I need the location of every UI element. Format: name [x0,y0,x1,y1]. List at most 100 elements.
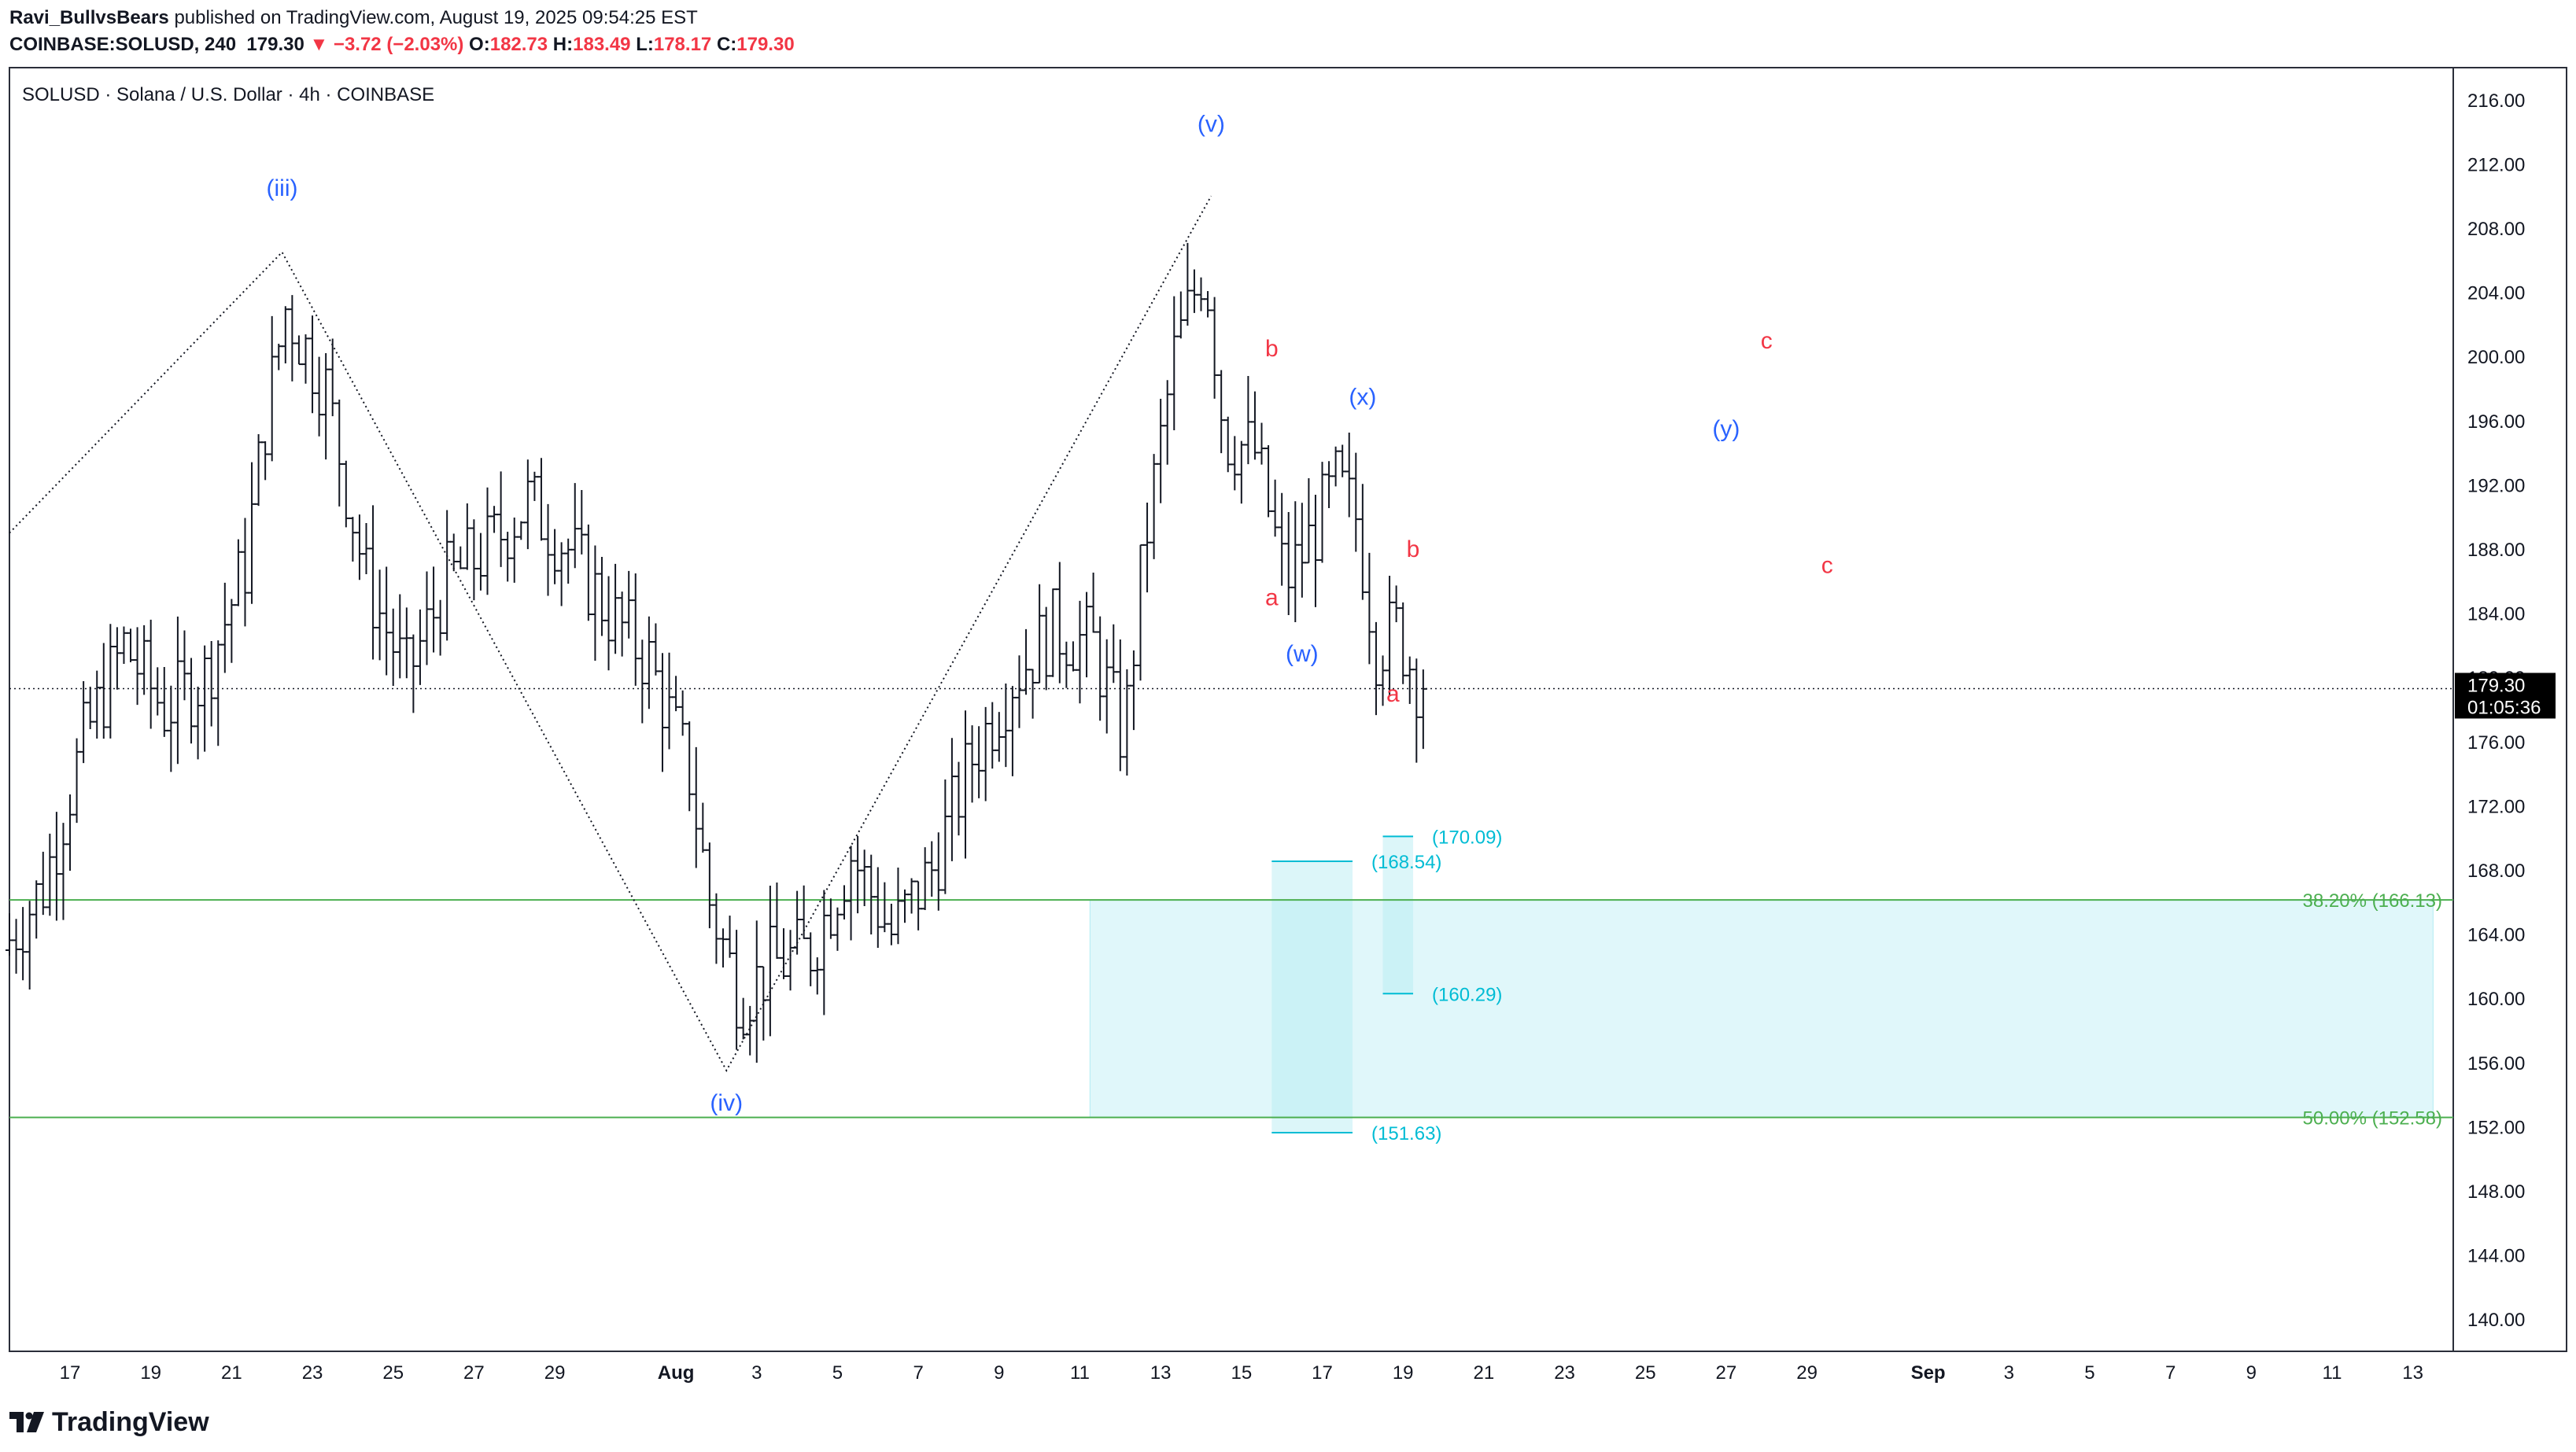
ohlc-bar [1264,444,1273,518]
y-tick-label: 144.00 [2467,1246,2525,1267]
fib-level-label-1: 50.00% (152.58) [2303,1108,2442,1130]
ohlc-bar [604,576,613,671]
wave-label-6[interactable]: a [1265,584,1279,610]
ohlc-bar [369,505,378,660]
ohlc-bar [248,462,256,604]
ohlc-bar [1412,658,1421,763]
ohlc-bar [1163,380,1172,465]
ohlc-bar [517,521,526,540]
wave-label-7[interactable]: b [1265,336,1279,362]
current-price-value: 179.30 [2467,675,2525,696]
wave-label-0[interactable]: (iii) [267,175,298,201]
ohlc-bar [1338,444,1347,477]
wave-label-11[interactable]: c [1821,553,1833,579]
ohlc-bar [718,928,727,968]
ohlc-bar [1352,452,1360,552]
wave-label-9[interactable]: b [1407,536,1420,562]
x-tick-label: 25 [1635,1362,1656,1384]
ohlc-bar [947,738,956,861]
ohlc-bar [133,627,142,706]
x-tick-label: 7 [2165,1362,2176,1384]
ohlc-bar [928,841,936,897]
ohlc-bar [625,570,633,639]
ohlc-bar [1405,656,1414,704]
ohlc-bar [1331,446,1340,487]
ohlc-bar [234,539,242,606]
wave-label-1[interactable]: (iv) [710,1090,743,1116]
x-tick-label: 5 [832,1362,843,1384]
ohlc-bar [146,619,155,729]
y-tick-label: 216.00 [2467,90,2525,112]
ohlc-bar [968,725,976,803]
high-label: H: [552,34,574,55]
target-label-2: (160.29) [1432,984,1502,1005]
ohlc-bar [241,518,249,627]
ohlc-bar [1318,462,1327,563]
ohlc-bar [180,630,189,701]
wave-label-2[interactable]: (v) [1198,112,1225,138]
ohlc-bar [1008,686,1017,776]
ohlc-bar [692,746,700,868]
change-arrow-icon: ▼ [309,34,329,55]
bar-countdown: 01:05:36 [2467,697,2541,718]
ohlc-bar [1170,296,1179,431]
target-label-1: (168.54) [1371,852,1441,873]
close-label: C: [716,34,737,55]
tradingview-logo[interactable]: TradingView [9,1406,209,1438]
ohlc-bar [268,315,276,462]
ohlc-bar [1204,291,1212,318]
ohlc-bar [315,356,323,437]
ohlc-bar [355,514,364,580]
x-tick-label: 23 [1554,1362,1575,1384]
ohlc-bar [975,726,984,798]
open-value: 182.73 [489,34,548,55]
x-tick-label: 5 [2084,1362,2094,1384]
y-tick-label: 192.00 [2467,475,2525,496]
publish-line: Ravi_BullvsBears published on TradingVie… [9,6,698,30]
close-value: 179.30 [736,34,795,55]
target-label-3: (151.63) [1371,1123,1441,1144]
ohlc-bar [288,295,297,381]
wave-label-4[interactable]: (x) [1349,384,1376,410]
wave-label-5[interactable]: (y) [1712,416,1740,442]
ohlc-bar [995,712,1003,762]
wave-label-8[interactable]: a [1386,681,1400,707]
ohlc-bar [1257,422,1266,465]
ohlc-bar [901,889,910,923]
ohlc-bar [335,399,344,507]
x-tick-label: 3 [2004,1362,2014,1384]
ohlc-bar [389,608,397,687]
ohlc-bar [490,506,499,533]
ohlc-bar [382,566,391,676]
ohlc-bar [281,306,290,363]
ohlc-bar [409,634,418,713]
ohlc-bar [187,658,196,744]
y-tick-label: 196.00 [2467,411,2525,433]
wave-label-10[interactable]: c [1761,328,1773,354]
x-tick-label: Sep [1911,1362,1946,1384]
ohlc-bar [631,573,640,686]
ohlc-bar [1231,436,1239,491]
ohlc-bar [1028,669,1037,719]
symbol-interval[interactable]: COINBASE:SOLUSD, 240 [9,34,237,55]
ohlc-bar [1210,297,1219,399]
ohlc-bar [1183,242,1192,326]
ohlc-bar [1083,591,1091,678]
ohlc-bar [504,532,512,582]
wave-path[interactable] [9,195,1212,1073]
x-tick-label: 17 [1312,1362,1333,1384]
ohlc-bar [430,566,438,653]
ohlc-bar [1297,503,1306,598]
ohlc-bar [1143,502,1152,593]
ohlc-bar [1035,584,1044,684]
wave-label-3[interactable]: (w) [1286,641,1319,667]
y-tick-label: 200.00 [2467,347,2525,368]
low-label: L: [636,34,654,55]
x-tick-label: 27 [1716,1362,1737,1384]
author-name[interactable]: Ravi_BullvsBears [9,7,169,28]
ohlc-bar [220,582,229,673]
ohlc-bar [611,563,620,654]
ohlc-bar [1392,585,1401,623]
ohlc-bar [564,538,573,584]
